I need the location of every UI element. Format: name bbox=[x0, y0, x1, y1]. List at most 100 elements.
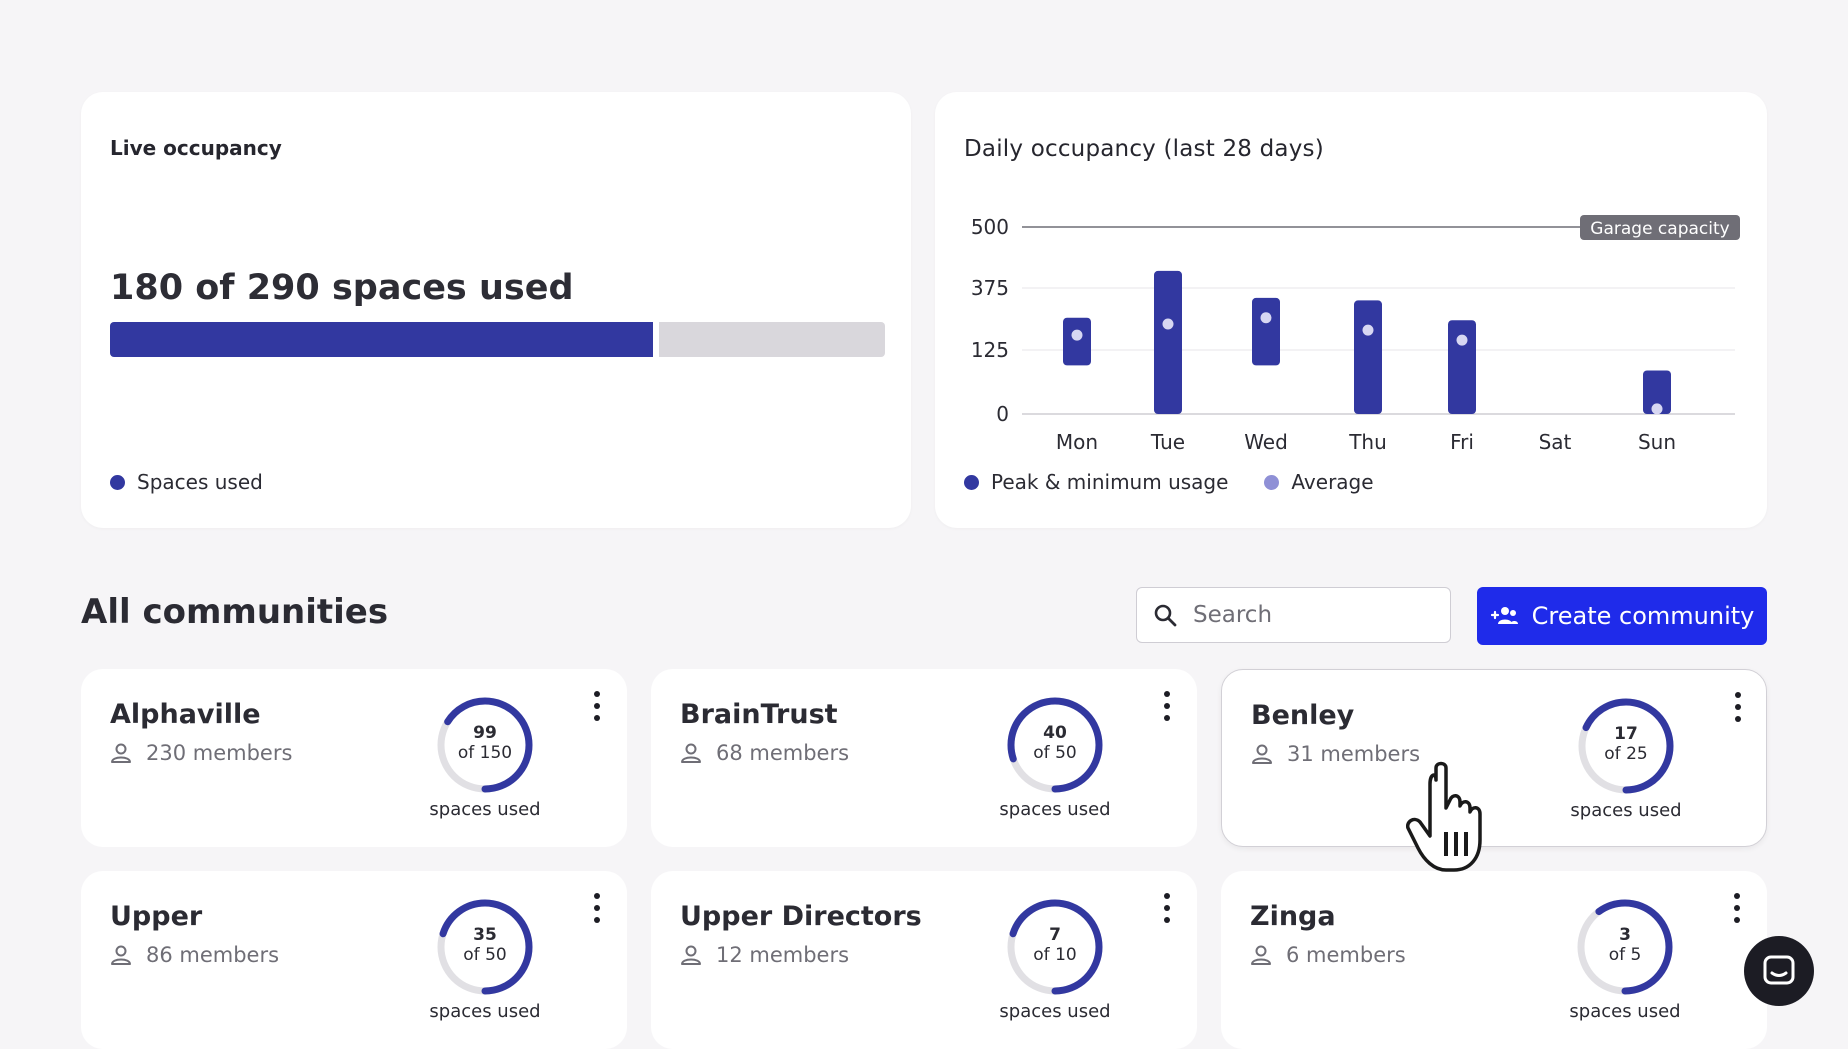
daily-occupancy-chart: 0 125 375 500 Garage capacity Mon Tue Wed Thu Fri… bbox=[971, 215, 1740, 454]
spaces-used-count: 7 bbox=[1049, 925, 1061, 945]
community-name: Zinga bbox=[1250, 901, 1336, 932]
community-card[interactable]: Zinga 6 members 3 of 5 spaces used bbox=[1221, 871, 1767, 1049]
usage-ring bbox=[1007, 899, 1103, 995]
community-card[interactable]: BrainTrust 68 members 40 of 50 spaces used bbox=[651, 669, 1197, 847]
more-options-icon[interactable] bbox=[1727, 893, 1747, 923]
spaces-used-count: 40 bbox=[1043, 723, 1067, 743]
spaces-used-caption: spaces used bbox=[429, 799, 541, 820]
x-tick-label: Mon bbox=[1056, 430, 1098, 454]
community-members: 68 members bbox=[680, 741, 849, 765]
community-members: 12 members bbox=[680, 943, 849, 967]
community-members-count: 68 members bbox=[716, 741, 850, 765]
community-card[interactable]: Upper Directors 12 members 7 of 10 spaces us… bbox=[651, 871, 1197, 1049]
spaces-used-count: 3 bbox=[1619, 925, 1631, 945]
legend-dot-icon bbox=[110, 474, 125, 490]
group-add-icon bbox=[1490, 607, 1518, 624]
spaces-used-count: 99 bbox=[473, 723, 497, 743]
spaces-used-count: 17 bbox=[1614, 724, 1638, 744]
live-occupancy-legend: Spaces used bbox=[110, 470, 263, 494]
community-members-count: 31 members bbox=[1287, 742, 1421, 766]
spaces-used-caption: spaces used bbox=[1570, 800, 1682, 821]
community-members: 6 members bbox=[1250, 943, 1406, 967]
spaces-used-caption: spaces used bbox=[999, 799, 1111, 820]
person-icon bbox=[111, 945, 131, 965]
community-card[interactable]: Upper 86 members 35 of 50 spaces used bbox=[81, 871, 627, 1049]
x-tick-label: Thu bbox=[1348, 430, 1387, 454]
x-tick-label: Tue bbox=[1150, 430, 1185, 454]
more-options-icon[interactable] bbox=[587, 893, 607, 923]
spaces-total: of 5 bbox=[1608, 945, 1642, 965]
range-bar bbox=[1063, 317, 1091, 366]
live-occupancy-value: 180 of 290 spaces used bbox=[110, 268, 574, 308]
range-bar bbox=[1154, 270, 1182, 414]
legend-dot-icon bbox=[964, 474, 979, 490]
live-occupancy-card: Live occupancy 180 of 290 spaces used Sp… bbox=[81, 92, 911, 528]
occupancy-progress-fill bbox=[110, 322, 653, 357]
average-point bbox=[1162, 318, 1174, 330]
search-box[interactable] bbox=[1136, 587, 1451, 643]
chat-icon bbox=[1763, 955, 1795, 985]
community-name: Benley bbox=[1251, 700, 1355, 731]
daily-occupancy-title: Daily occupancy (last 28 days) bbox=[964, 136, 1324, 162]
usage-ring bbox=[437, 697, 533, 793]
average-point bbox=[1456, 334, 1468, 346]
spaces-total: of 150 bbox=[457, 743, 513, 763]
chart-legend: Peak & minimum usage Average bbox=[964, 470, 1374, 494]
y-tick-label: 125 bbox=[971, 338, 1009, 362]
spaces-total: of 10 bbox=[1033, 945, 1077, 965]
spaces-total: of 50 bbox=[1033, 743, 1077, 763]
community-members: 31 members bbox=[1251, 742, 1420, 766]
spaces-used-caption: spaces used bbox=[429, 1001, 541, 1022]
community-name: Upper Directors bbox=[680, 901, 922, 932]
hand-cursor-icon bbox=[1406, 761, 1482, 872]
y-tick-label: 500 bbox=[971, 215, 1009, 239]
occupancy-progress-remaining bbox=[659, 322, 885, 357]
x-tick-label: Fri bbox=[1450, 430, 1474, 454]
person-icon bbox=[1252, 744, 1272, 764]
legend-peak-label: Peak & minimum usage bbox=[991, 470, 1229, 494]
section-title: All communities bbox=[81, 592, 389, 632]
capacity-badge bbox=[1580, 215, 1740, 240]
community-name: BrainTrust bbox=[680, 699, 838, 730]
usage-ring bbox=[1007, 697, 1103, 793]
community-members-count: 86 members bbox=[146, 943, 280, 967]
community-members: 230 members bbox=[110, 741, 292, 765]
range-bar bbox=[1252, 297, 1280, 366]
average-point bbox=[1071, 329, 1083, 341]
community-members: 86 members bbox=[110, 943, 279, 967]
person-icon bbox=[681, 743, 701, 763]
person-icon bbox=[1251, 945, 1271, 965]
daily-occupancy-card: Daily occupancy (last 28 days) 0 125 375 50… bbox=[935, 92, 1767, 528]
spaces-used-caption: spaces used bbox=[1569, 1001, 1681, 1022]
usage-ring bbox=[1577, 899, 1673, 995]
legend-average-label: Average bbox=[1291, 470, 1374, 494]
more-options-icon[interactable] bbox=[1157, 893, 1177, 923]
chat-launcher-button[interactable] bbox=[1744, 936, 1814, 1006]
spaces-total: of 50 bbox=[463, 945, 507, 965]
community-card[interactable]: Alphaville 230 members 99 of 150 spaces used bbox=[81, 669, 627, 847]
range-bar bbox=[1643, 370, 1671, 414]
spaces-used-caption: spaces used bbox=[999, 1001, 1111, 1022]
usage-ring bbox=[437, 899, 533, 995]
range-bar bbox=[1448, 320, 1476, 414]
y-tick-label: 0 bbox=[996, 402, 1009, 426]
more-options-icon[interactable] bbox=[587, 691, 607, 721]
community-members-count: 12 members bbox=[716, 943, 850, 967]
more-options-icon[interactable] bbox=[1157, 691, 1177, 721]
community-name: Upper bbox=[110, 901, 203, 932]
spaces-total: of 25 bbox=[1604, 744, 1648, 764]
average-point bbox=[1362, 324, 1374, 336]
average-point bbox=[1260, 312, 1272, 324]
community-card[interactable]: Benley 31 members 17 of 25 spaces used bbox=[1221, 669, 1767, 847]
y-tick-label: 375 bbox=[971, 276, 1009, 300]
search-input[interactable] bbox=[1191, 601, 1435, 629]
legend-label: Spaces used bbox=[137, 470, 263, 494]
search-icon bbox=[1154, 604, 1177, 627]
create-community-button[interactable]: Create community bbox=[1477, 587, 1767, 645]
spaces-used-count: 35 bbox=[473, 925, 497, 945]
more-options-icon[interactable] bbox=[1728, 692, 1748, 722]
community-members-count: 6 members bbox=[1286, 943, 1406, 967]
average-point bbox=[1651, 403, 1663, 415]
person-icon bbox=[111, 743, 131, 763]
community-members-count: 230 members bbox=[146, 741, 293, 765]
